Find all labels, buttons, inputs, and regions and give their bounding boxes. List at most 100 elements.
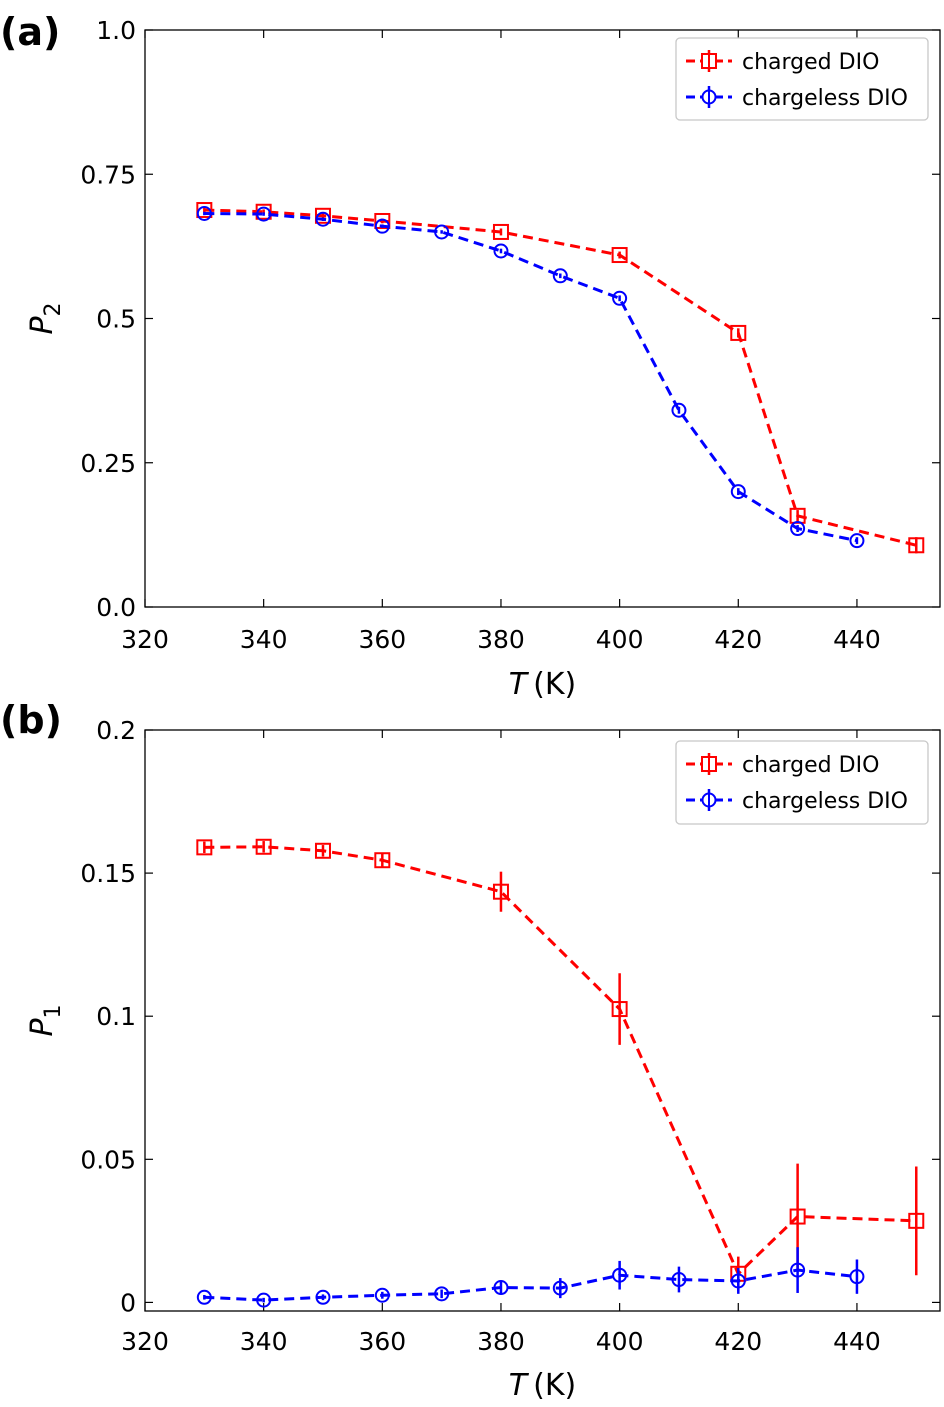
data-area [196, 202, 925, 554]
legend-item-chargeless: chargeless DIO [686, 86, 908, 111]
y-axis-title: P2 [25, 302, 66, 334]
data-point-square [908, 1212, 925, 1229]
data-point-square [255, 838, 272, 855]
data-area [196, 838, 925, 1308]
legend-box [675, 37, 929, 121]
data-point-square [611, 247, 628, 264]
data-point-circle [196, 1289, 212, 1305]
y-tick-label: 0.5 [96, 305, 136, 334]
data-point-square [492, 223, 509, 240]
y-axis-subscript: 2 [41, 302, 66, 316]
series-line-charged [204, 845, 917, 1277]
series-line-charged [204, 208, 917, 547]
x-tick-label: 400 [596, 625, 644, 654]
series-line-chargeless [204, 211, 858, 543]
x-tick-label: 400 [596, 1327, 644, 1356]
data-point-circle [256, 1292, 272, 1308]
panel-label: (a) [0, 10, 60, 54]
legend-label: chargeless DIO [742, 86, 908, 111]
data-point-square [314, 207, 331, 224]
x-axis-variable: T [509, 667, 530, 702]
legend-label: chargeless DIO [742, 789, 908, 814]
series-chargeless [196, 205, 865, 549]
panel-a: (a) 320 340 360 380 400 420 440 0.0 0.25 0.5 0.75 1.… [0, 10, 941, 702]
data-point-square [374, 212, 391, 229]
series-line-chargeless [204, 1268, 858, 1302]
data-point-circle [730, 1273, 746, 1289]
legend-item-charged: charged DIO [686, 753, 879, 778]
data-point-circle [315, 211, 331, 227]
data-point-circle [493, 243, 509, 259]
data-point-square [492, 883, 509, 900]
data-point-circle [671, 1272, 687, 1288]
data-point-circle [849, 1269, 865, 1285]
data-point-circle [612, 1267, 628, 1283]
legend: charged DIO chargeless DIO [675, 740, 929, 825]
data-point-circle [790, 1262, 806, 1278]
data-point-square [374, 852, 391, 869]
y-tick-label: 1.0 [96, 16, 136, 45]
data-point-square [196, 839, 213, 856]
x-tick-label: 420 [714, 1327, 762, 1356]
x-tick-label: 420 [714, 625, 762, 654]
data-point-circle [434, 224, 450, 240]
y-axis-variable: P [25, 1018, 60, 1037]
y-tick-label: 0.0 [96, 593, 136, 622]
data-point-circle [256, 206, 272, 222]
y-tick-label: 0.1 [96, 1002, 136, 1031]
y-axis-variable: P [25, 316, 60, 335]
panel-b: (b) 320 340 360 380 400 420 440 0 0.05 0.1 0.15 0.2 T… [0, 698, 941, 1403]
x-tick-label: 340 [240, 625, 288, 654]
x-tick-label: 440 [833, 1327, 881, 1356]
y-tick-label: 0.25 [80, 449, 136, 478]
x-tick-label: 440 [833, 625, 881, 654]
data-point-circle [849, 533, 865, 549]
data-point-circle [196, 205, 212, 221]
data-point-circle [552, 1280, 568, 1296]
x-tick-label: 360 [358, 1327, 406, 1356]
x-axis-variable: T [509, 1368, 530, 1403]
series-chargeless [196, 1247, 865, 1308]
data-point-circle [374, 1287, 390, 1303]
data-point-circle [434, 1286, 450, 1302]
x-tick-label: 380 [477, 1327, 525, 1356]
y-tick-label: 0.05 [80, 1145, 136, 1174]
legend: charged DIO chargeless DIO [675, 37, 929, 121]
legend-label: charged DIO [742, 753, 879, 778]
y-axis-title: P1 [25, 1004, 66, 1036]
y-axis-subscript: 1 [41, 1004, 66, 1018]
data-point-square [908, 537, 925, 554]
series-charged [196, 838, 925, 1291]
legend-box [675, 740, 929, 825]
data-point-circle [671, 402, 687, 418]
data-point-square [730, 324, 747, 341]
data-point-circle [790, 521, 806, 537]
legend-item-chargeless: chargeless DIO [686, 789, 908, 814]
data-point-circle [730, 484, 746, 500]
legend-item-charged: charged DIO [686, 50, 879, 75]
x-axis-title: T (K) [509, 667, 576, 702]
x-tick-label: 360 [358, 625, 406, 654]
x-tick-label: 320 [121, 625, 169, 654]
data-point-circle [552, 268, 568, 284]
y-tick-label: 0.75 [80, 160, 136, 189]
x-axis-unit: (K) [533, 667, 576, 702]
data-point-square [196, 202, 213, 219]
x-tick-label: 340 [240, 1327, 288, 1356]
legend-label: charged DIO [742, 50, 879, 75]
y-tick-label: 0 [120, 1288, 136, 1317]
x-tick-label: 320 [121, 1327, 169, 1356]
plot-frame [144, 729, 941, 1312]
data-point-square [611, 1001, 628, 1018]
data-point-square [789, 1208, 806, 1225]
data-point-square [314, 842, 331, 859]
data-point-circle [315, 1289, 331, 1305]
x-tick-label: 380 [477, 625, 525, 654]
y-tick-label: 0.15 [80, 859, 136, 888]
y-tick-label: 0.2 [96, 716, 136, 745]
panel-label: (b) [0, 698, 62, 742]
data-point-circle [374, 218, 390, 234]
series-charged [196, 202, 925, 554]
x-axis-title: T (K) [509, 1368, 576, 1403]
